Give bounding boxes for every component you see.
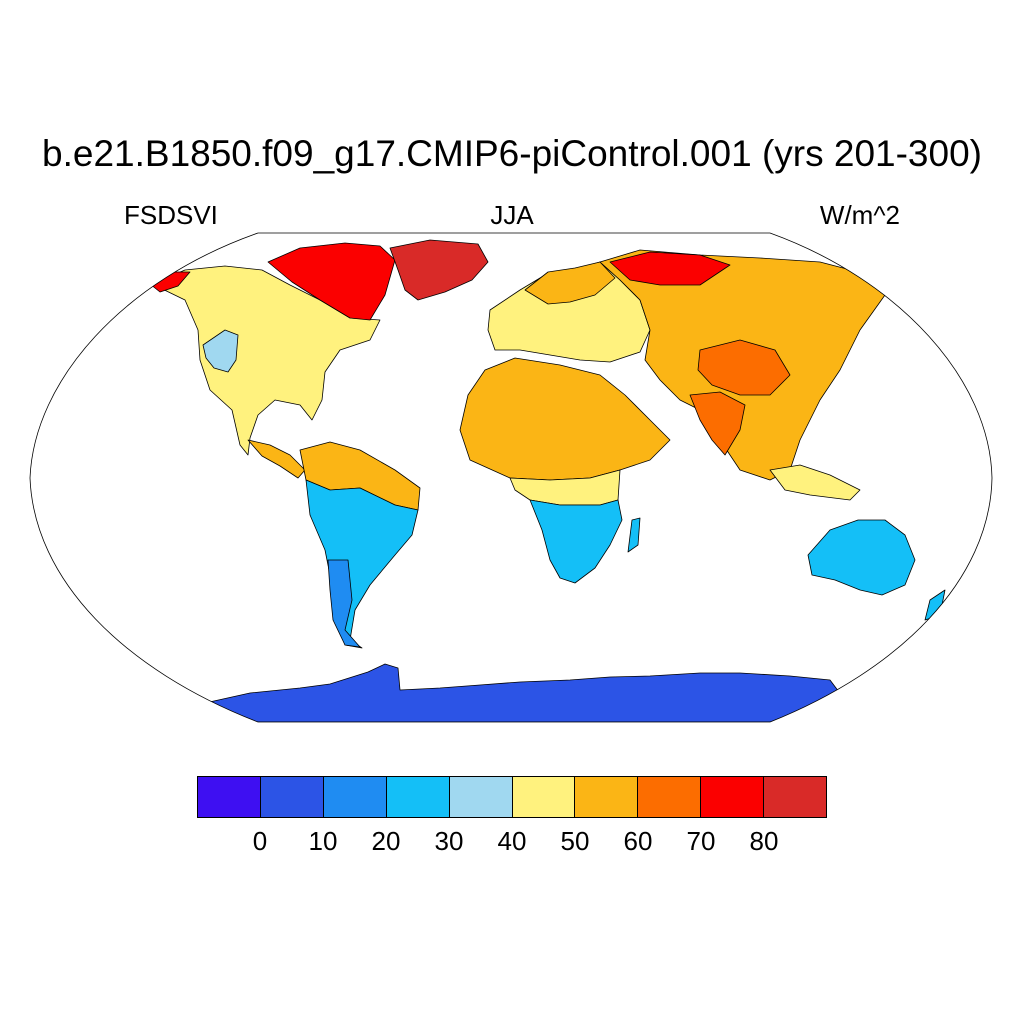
colorbar-swatch (512, 777, 576, 817)
region-southeast-asia (769, 464, 861, 501)
colorbar-swatch (449, 777, 513, 817)
colorbar-swatch (198, 777, 261, 817)
variable-label: FSDSVI (124, 200, 218, 230)
region-western-us (202, 329, 239, 373)
colorbar-tick-label: 70 (686, 826, 716, 856)
colorbar-swatch (764, 777, 827, 817)
season-label: JJA (490, 200, 534, 230)
colorbar-tick-label: 40 (497, 826, 527, 856)
colorbar-labels: 0 10 20 30 40 50 60 70 80 (0, 826, 1024, 860)
colorbar-swatch (701, 777, 765, 817)
region-sahara (459, 357, 671, 481)
colorbar-swatch (575, 777, 639, 817)
colorbar-swatch (638, 777, 702, 817)
region-madagascar (627, 517, 641, 553)
colorbar-swatch (260, 777, 324, 817)
region-tibet (697, 339, 791, 396)
region-greenland (389, 239, 489, 301)
region-australia (807, 519, 916, 596)
colorbar-tick-label: 10 (308, 826, 338, 856)
figure-title: b.e21.B1850.f09_g17.CMIP6-piControl.001 … (42, 133, 982, 174)
region-scandinavia (524, 261, 616, 305)
region-north-america (151, 265, 381, 456)
colorbar-swatch (323, 777, 387, 817)
colorbar-tick-label: 80 (749, 826, 779, 856)
map-border (29, 232, 993, 723)
colorbar-swatch (386, 777, 450, 817)
colorbar-tick-label: 50 (560, 826, 590, 856)
region-russia-arctic (609, 251, 731, 286)
region-central-america (247, 439, 306, 479)
colorbar-tick-label: 30 (434, 826, 464, 856)
colorbar-tick-label: 20 (371, 826, 401, 856)
units-label: W/m^2 (819, 200, 900, 230)
colorbar-tick-label: 0 (252, 826, 268, 856)
colorbar-tick-label: 60 (623, 826, 653, 856)
region-southern-africa (529, 499, 623, 584)
region-patagonia (327, 559, 361, 648)
region-india (689, 391, 746, 456)
colorbar (197, 776, 827, 818)
region-arctic-canada (267, 242, 396, 321)
region-antarctica (189, 663, 851, 722)
